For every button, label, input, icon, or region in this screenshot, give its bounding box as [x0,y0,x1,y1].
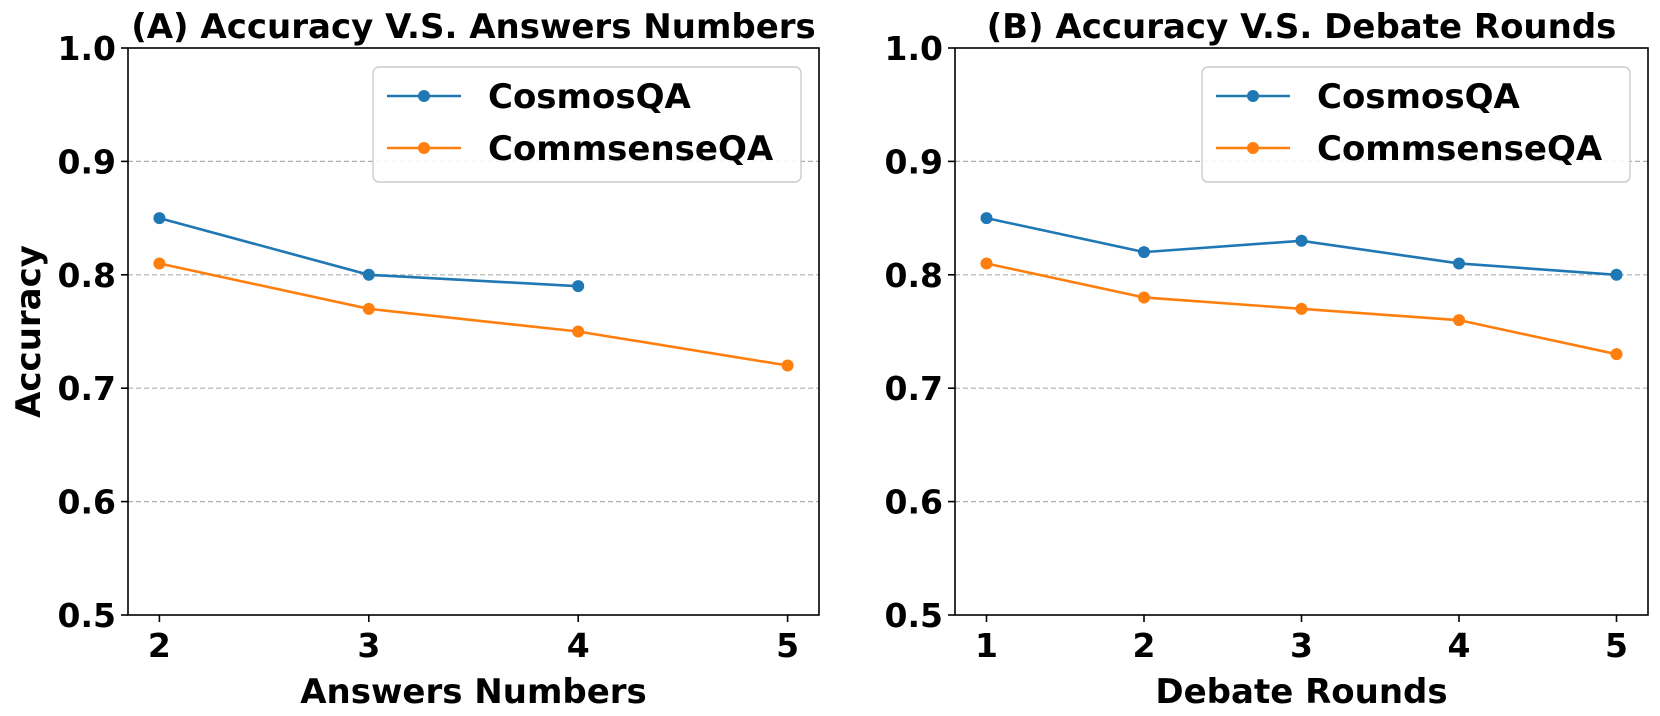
x-tick-label: 5 [1605,626,1628,665]
data-point-cosmosqa [1295,234,1308,247]
plot-frame [127,47,820,616]
y-tick-label: 0.5 [885,596,943,635]
y-tick-label: 0.9 [58,142,116,181]
data-point-cosmosqa [980,212,993,225]
y-tick-label: 1.0 [885,29,943,68]
data-point-cosmosqa [153,212,166,225]
data-point-commsenseqa [362,302,375,315]
data-point-commsenseqa [1295,302,1308,315]
legend-marker-cosmosqa [418,90,430,102]
plot-frame [954,47,1649,616]
data-point-cosmosqa [1138,246,1150,259]
y-axis-label: Accuracy [9,245,49,418]
legend-box [372,66,802,183]
data-point-commsenseqa [980,257,993,270]
data-point-commsenseqa [153,257,166,270]
x-axis-label: Answers Numbers [300,672,647,712]
legend-marker-commsenseqa [418,142,430,154]
legend-label: CommsenseQA [488,129,774,169]
y-tick-label: 1.0 [58,29,116,68]
data-point-commsenseqa [781,359,794,372]
x-tick-label: 4 [567,626,590,665]
y-tick-label: 0.8 [885,256,943,295]
legend-marker-cosmosqa [1247,90,1259,102]
y-tick-label: 0.6 [58,483,116,522]
panel-b: 0.5 0.6 0.7 0.8 0.9 1.0 1 2 3 4 5 (B) Accuracy V.S.… [885,7,1649,712]
y-tick-label: 0.7 [885,369,943,408]
legend-marker-commsenseqa [1247,142,1259,154]
data-point-cosmosqa [1453,257,1465,270]
x-tick-label: 2 [148,626,171,665]
data-point-cosmosqa [362,268,375,281]
x-tick-label: 3 [1290,626,1313,665]
panel-a: 0.5 0.6 0.7 0.8 0.9 1.0 2 3 4 5 (A) Accuracy V.S. … [9,7,820,712]
x-tick-label: 3 [357,626,380,665]
legend-label: CommsenseQA [1317,129,1603,169]
x-tick-label: 1 [975,626,998,665]
x-tick-label: 5 [776,626,799,665]
data-point-commsenseqa [1453,314,1465,327]
series-line-commsenseqa [159,262,788,367]
data-point-cosmosqa [1610,268,1623,281]
data-point-commsenseqa [1610,348,1623,361]
y-tick-label: 0.9 [885,142,943,181]
x-tick-label: 4 [1448,626,1471,665]
y-tick-label: 0.8 [58,256,116,295]
legend-box [1201,66,1631,183]
y-tick-label: 0.5 [58,596,116,635]
data-point-commsenseqa [572,325,585,338]
chart-title: (A) Accuracy V.S. Answers Numbers [131,7,816,47]
data-point-commsenseqa [1138,291,1150,304]
legend-label: CosmosQA [1317,77,1520,117]
x-tick-label: 2 [1133,626,1156,665]
x-axis-label: Debate Rounds [1155,672,1447,712]
y-tick-label: 0.6 [885,483,943,522]
legend-label: CosmosQA [488,77,691,117]
chart-title: (B) Accuracy V.S. Debate Rounds [987,7,1617,47]
data-point-cosmosqa [572,280,585,293]
y-tick-label: 0.7 [58,369,116,408]
